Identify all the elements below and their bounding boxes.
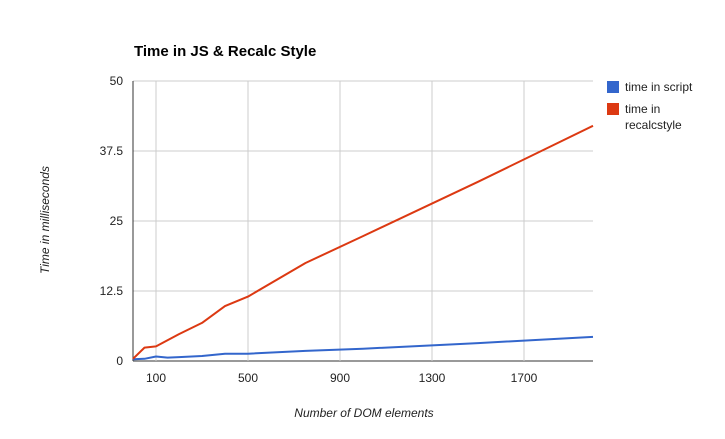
legend: time in script time in recalcstyle [607, 80, 693, 132]
series-lines [132, 124, 594, 361]
x-tick-label: 500 [238, 371, 258, 385]
y-tick-label: 37.5 [100, 144, 124, 158]
legend-label: time in [625, 102, 660, 116]
y-tick-label: 0 [116, 354, 123, 368]
y-tick-label: 12.5 [100, 284, 124, 298]
series-line [132, 335, 594, 361]
legend-label: time in script [625, 80, 693, 94]
legend-label: recalcstyle [625, 118, 682, 132]
grid [132, 80, 593, 362]
y-tick-label: 25 [110, 214, 124, 228]
x-tick-label: 900 [330, 371, 350, 385]
legend-item: time in script [607, 80, 693, 94]
x-tick-label: 1300 [419, 371, 446, 385]
x-axis-title: Number of DOM elements [294, 406, 433, 420]
chart-title: Time in JS & Recalc Style [134, 43, 316, 60]
legend-item: time in recalcstyle [607, 102, 682, 132]
y-tick-labels: 0 12.5 25 37.5 50 [100, 74, 124, 368]
x-tick-label: 1700 [511, 371, 538, 385]
series-line [132, 124, 594, 360]
x-tick-label: 100 [146, 371, 166, 385]
x-tick-labels: 100 500 900 1300 1700 [146, 371, 538, 385]
legend-swatch [607, 103, 619, 115]
y-axis-title: Time in milliseconds [38, 166, 52, 274]
y-tick-label: 50 [110, 74, 124, 88]
legend-swatch [607, 81, 619, 93]
